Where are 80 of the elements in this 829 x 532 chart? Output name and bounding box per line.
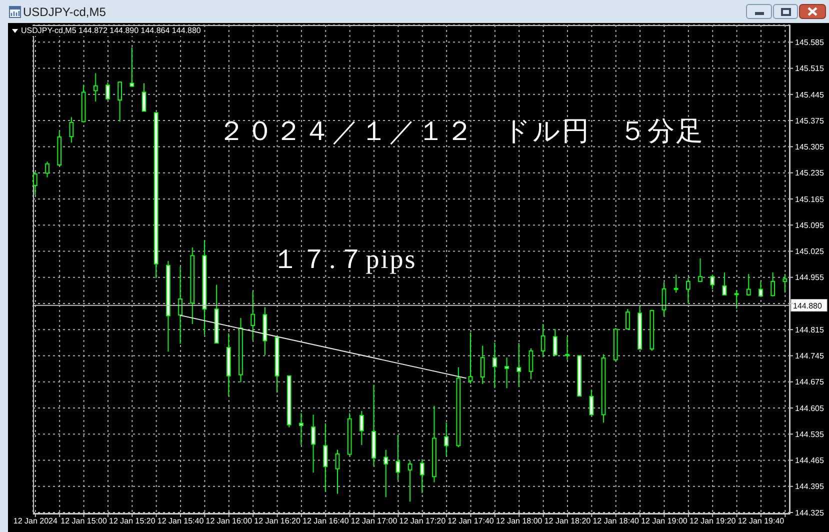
candlestick [118,80,122,122]
y-tick-label: 144.955 [795,273,824,282]
y-tick-label: 144.325 [795,508,824,518]
candlestick [130,46,134,87]
candlestick [33,171,38,196]
x-tick-label: 12 Jan 19:40 [738,516,785,526]
y-tick-label: 144.815 [795,325,824,334]
candlestick [686,278,690,304]
x-tick-label: 12 Jan 18:20 [544,516,592,526]
y-tick-label: 145.095 [795,220,824,230]
candlestick [540,324,546,358]
candlestick [142,82,146,112]
candlestick [710,274,715,290]
candlestick [516,342,522,388]
candlestick [106,82,110,101]
candlestick [770,272,776,297]
x-tick-label: 12 Jan 18:00 [496,516,543,526]
annotation: ２０２４／１／１２ ドル円 ５分足 [218,116,704,146]
candlestick [420,458,424,494]
y-tick-label: 145.305 [795,142,824,152]
candlestick [468,332,473,384]
candlestick [178,266,182,344]
candlestick [408,460,412,502]
x-tick-label: 12 Jan 15:00 [60,516,108,526]
x-tick-label: 12 Jan 19:20 [689,516,736,526]
x-tick-label: 12 Jan 17:00 [350,516,398,526]
candlestick [311,414,316,474]
x-tick-label: 12 Jan 16:00 [206,516,253,526]
candlestick [758,280,763,297]
candlestick [299,412,304,446]
candlestick [782,273,788,294]
y-tick-label: 144.745 [795,352,824,361]
y-tick-label: 144.605 [795,404,824,413]
x-tick-label: 12 Jan 15:40 [157,516,204,526]
y-tick-label: 144.535 [795,430,824,439]
candlestick [552,328,558,356]
y-tick-label: 145.165 [795,194,824,204]
x-tick-label: 12 Jan 17:40 [448,516,494,526]
x-tick-label: 12 Jan 16:20 [254,516,301,526]
candlestick [626,308,630,330]
candlestick [384,449,388,498]
y-tick-label: 145.025 [795,247,824,256]
candlestick [360,410,364,446]
candlestick [674,274,678,294]
y-tick-label: 145.445 [795,90,824,100]
candlestick [528,348,534,380]
candlestick [45,161,50,178]
candlestick [589,389,594,416]
candlestick [746,273,751,296]
candlestick [722,272,727,296]
annotation: １７.７pips [272,244,417,274]
candlestick [565,336,570,360]
candlestick [93,72,98,102]
x-tick-label: 12 Jan 16:40 [302,516,350,526]
x-tick-label: 12 Jan 17:20 [399,516,446,526]
x-tick-label: 12 Jan 2024 [13,516,58,526]
chart-subtitle: USDJPY-cd,M5 144.872 144.890 144.864 144.880 [21,26,201,36]
candlestick [250,291,256,341]
ref-line-label: 144.880 [793,301,822,310]
candlestick [734,290,739,310]
y-tick-label: 145.585 [795,38,824,48]
candlestick [492,342,497,389]
y-tick-label: 144.675 [795,378,824,387]
chart-title: USDJPY-cd,M5 [23,5,106,19]
y-tick-label: 144.465 [795,456,824,466]
candlestick [396,434,400,481]
y-tick-label: 144.395 [795,482,824,492]
candlestick [69,116,74,144]
candlestick [323,422,328,492]
y-tick-label: 145.515 [795,64,824,74]
candlestick [504,357,509,389]
candlestick [698,258,702,282]
y-tick-label: 145.375 [795,116,824,126]
candlestick [444,422,449,456]
candlestick [335,449,340,494]
candlestick [480,345,485,385]
x-tick-label: 12 Jan 15:20 [109,516,156,526]
x-tick-label: 12 Jan 18:40 [592,516,640,526]
x-tick-label: 12 Jan 19:00 [641,516,688,526]
y-tick-label: 145.235 [795,168,824,178]
